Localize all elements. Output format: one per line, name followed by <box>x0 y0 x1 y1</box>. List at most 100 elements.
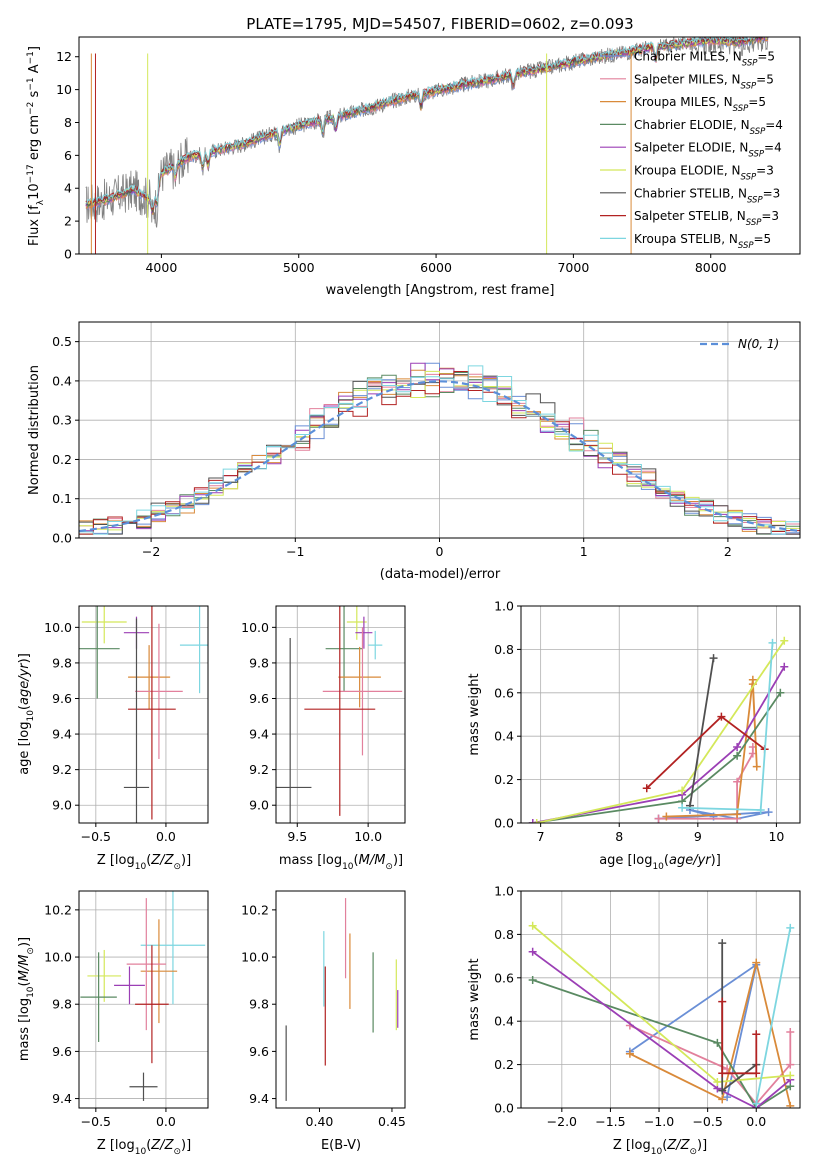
mass-weight-marker <box>713 1038 722 1047</box>
axes-frame <box>78 321 801 539</box>
plot-area <box>528 636 789 823</box>
legend-entry-label: Chabrier ELODIE, N <box>634 118 750 132</box>
x-axis-label-part: [log <box>110 853 135 868</box>
legend-entry-suffix: =3 <box>763 186 781 200</box>
mass-weight-marker <box>642 784 651 793</box>
x-axis-label-part: Z/Z <box>150 1138 174 1153</box>
mass-weight-marker <box>776 688 785 697</box>
y-tick-label: 0.4 <box>494 729 514 744</box>
axes-frame <box>78 36 801 255</box>
legend-entry: Chabrier ELODIE, NSSP=4 <box>634 118 783 137</box>
legend-entry-suffix: =5 <box>748 95 766 109</box>
x-tick-label: −0.5 <box>81 1114 111 1129</box>
residual-histogram-step <box>79 371 800 535</box>
model-fit-line <box>85 37 767 208</box>
y-axis-label-part: Flux [f <box>27 205 42 246</box>
residuals-panel: −2 −1 0 1 2 0.0 0.1 0.2 0.3 0.4 0.5 N(0, 1) (data-mo… <box>27 321 801 582</box>
y-tick-label: 9.0 <box>52 798 72 813</box>
y-tick-label: 9.4 <box>249 727 269 742</box>
y-axis-label-part: ] <box>27 46 42 51</box>
x-tick-label: 0.0 <box>156 829 176 844</box>
mass-weight-line <box>532 925 791 1083</box>
x-tick-label: 0.0 <box>746 1114 766 1129</box>
y-tick-label: 0.4 <box>494 1014 514 1029</box>
y-tick-label: 4 <box>64 181 72 196</box>
y-tick-label: 0.2 <box>494 772 514 787</box>
x-tick-label: −0.5 <box>692 1114 722 1129</box>
y-tick-label: 10.0 <box>241 950 269 965</box>
y-tick-label: 10.0 <box>44 620 72 635</box>
mass-weight-line <box>629 962 792 1107</box>
mass-weight-marker <box>780 662 789 671</box>
y-tick-label: 9.8 <box>52 655 72 670</box>
mass-weight-line <box>682 642 774 811</box>
legend-entry-label: Chabrier STELIB, N <box>634 186 747 200</box>
y-tick-label: 0.3 <box>52 413 72 428</box>
y-axis-label-part: −17 <box>26 164 36 183</box>
mass-age-panel: 9.5 10.0 9.0 9.2 9.4 9.6 9.8 10.0 mass [log10(M/… <box>241 605 406 872</box>
y-axis-label: age [log10(age/yr)] <box>17 653 36 775</box>
y-tick-label: 9.2 <box>249 762 269 777</box>
legend-entry-suffix: =4 <box>764 141 782 155</box>
x-axis-label-part: Z/Z <box>666 1138 690 1153</box>
y-axis-label-part: mass <box>17 1023 32 1061</box>
mass-weight-line <box>755 927 792 1104</box>
axes-frame <box>275 605 406 824</box>
mass-weight-marker <box>709 654 718 663</box>
y-tick-label: 1.0 <box>494 884 514 899</box>
mass-weight-marker <box>718 997 727 1006</box>
x-axis-label-part: [log <box>626 1138 651 1153</box>
y-tick-label: 0.2 <box>52 452 72 467</box>
y-axis-label-part: M/M <box>17 955 32 982</box>
y-tick-label: 1.0 <box>494 599 514 614</box>
x-tick-label: 10.0 <box>354 829 382 844</box>
mass-weight-z-panel: −2.0 −1.5 −1.0 −0.5 0.0 0.0 0.2 0.4 0.6 0.8 1.0 mas… <box>467 884 801 1157</box>
mass-weight-marker <box>733 743 742 752</box>
x-axis-label-part: ⊙ <box>385 862 393 872</box>
mass-weight-marker <box>733 777 742 786</box>
axes-frame <box>78 890 209 1109</box>
y-axis-label-part: age/yr <box>17 662 32 705</box>
mass-weight-marker <box>756 805 765 814</box>
mass-weight-marker <box>723 1093 732 1102</box>
y-tick-label: 9.6 <box>249 691 269 706</box>
legend-entry-label: Kroupa STELIB, N <box>634 232 738 246</box>
mass-weight-marker <box>786 1028 795 1037</box>
x-axis-label-part: ⊙ <box>173 862 181 872</box>
x-axis-label-part: )] <box>181 1138 191 1153</box>
y-tick-label: 9.4 <box>249 1091 269 1106</box>
legend-entry-sub: SSP <box>741 81 757 91</box>
mass-weight-marker <box>528 819 537 823</box>
y-tick-label: 9.6 <box>52 1044 72 1059</box>
mass-weight-marker <box>532 819 541 823</box>
legend-entry-sub: SSP <box>742 59 758 69</box>
legend-entry: N(0, 1) <box>738 337 779 351</box>
mass-weight-marker <box>764 808 773 817</box>
y-tick-label: 0.2 <box>494 1057 514 1072</box>
legend-entry-label: Salpeter MILES, N <box>634 72 741 86</box>
mass-weight-line <box>532 666 786 823</box>
residual-histogram-step <box>79 365 800 535</box>
legend-entry-suffix: =5 <box>756 72 774 86</box>
x-tick-label: 7000 <box>557 260 589 275</box>
y-axis-label-part: A <box>27 64 42 77</box>
x-tick-label: 0.0 <box>156 1114 176 1129</box>
legend-entry-sub: SSP <box>733 104 749 114</box>
y-tick-label: 9.6 <box>249 1044 269 1059</box>
mass-weight-marker <box>654 814 663 823</box>
axes-frame <box>78 605 209 824</box>
x-tick-label: 8 <box>615 829 623 844</box>
legend-entry: Chabrier STELIB, NSSP=3 <box>634 186 780 205</box>
y-axis-label-part: 10 <box>26 986 36 998</box>
x-axis-label-part: Z <box>97 1138 110 1153</box>
y-tick-label: 12 <box>56 49 72 64</box>
mass-weight-marker <box>713 1077 722 1086</box>
x-axis-label-part: 10 <box>135 1147 147 1157</box>
legend-entry-sub: SSP <box>747 195 763 205</box>
x-axis-label-part: Z/Z <box>150 853 174 868</box>
plot-area <box>79 606 208 823</box>
y-tick-label: 10.0 <box>241 620 269 635</box>
y-tick-label: 10.0 <box>44 950 72 965</box>
mass-weight-marker <box>752 1030 761 1039</box>
